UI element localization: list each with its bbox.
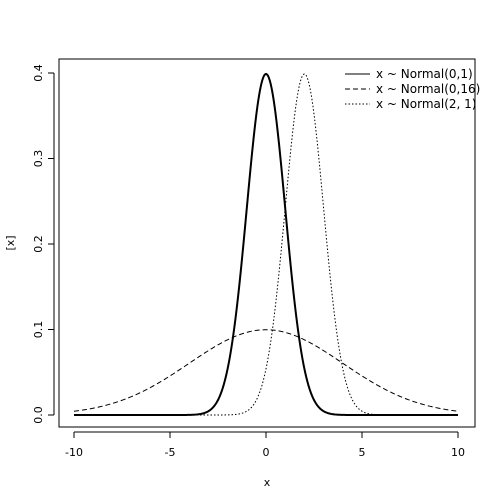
x-tick-label: 0 [263, 446, 270, 459]
x-tick-label: 10 [451, 446, 465, 459]
series-line-3 [74, 73, 458, 416]
x-axis-title: x [264, 476, 271, 489]
legend-label-2: x ~ Normal(0,16) [376, 82, 480, 96]
y-tick-label: 0.0 [32, 406, 45, 424]
plot-frame [58, 58, 476, 428]
x-tick-label: 5 [359, 446, 366, 459]
y-tick-label: 0.2 [32, 235, 45, 253]
x-tick-label: -10 [65, 446, 83, 459]
series-line-2 [73, 329, 459, 412]
y-tick-label: 0.4 [32, 64, 45, 82]
series-layer [73, 72, 459, 416]
legend-label-1: x ~ Normal(0,1) [376, 67, 473, 81]
y-tick-label: 0.1 [32, 321, 45, 339]
x-axis: -10 -5 0 5 10 [65, 431, 465, 459]
y-axis: 0.0 0.1 0.2 0.3 0.4 [32, 64, 55, 424]
y-tick-label: 0.3 [32, 150, 45, 168]
y-axis-title: [x] [4, 235, 17, 250]
legend-label-3: x ~ Normal(2, 1) [376, 97, 476, 111]
legend: x ~ Normal(0,1)x ~ Normal(0,16)x ~ Norma… [345, 67, 480, 111]
x-tick-label: -5 [165, 446, 176, 459]
